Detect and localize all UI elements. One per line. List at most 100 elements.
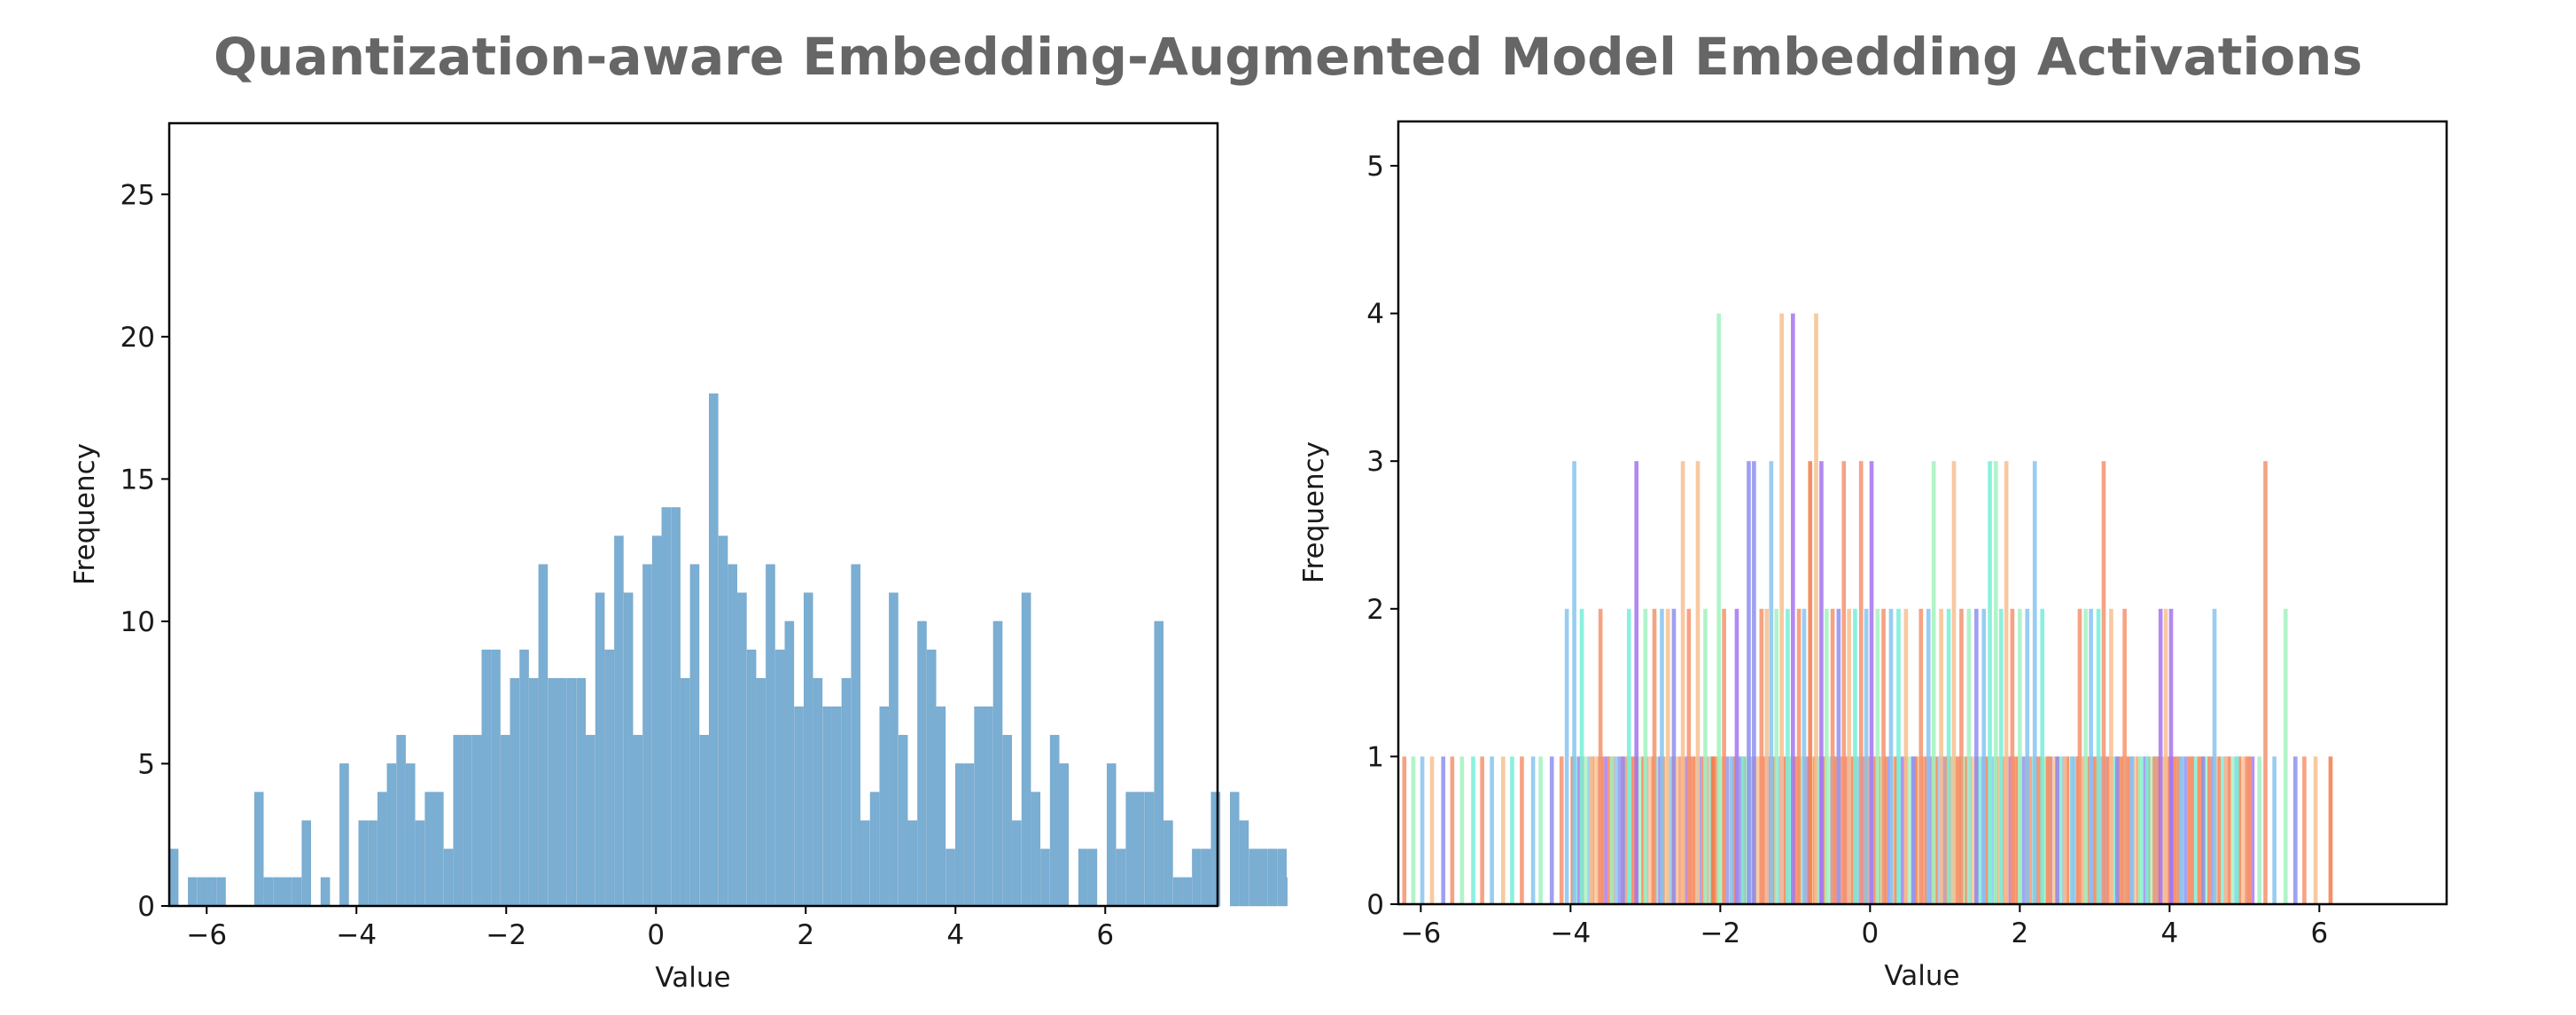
right-histogram-bar bbox=[1903, 608, 1909, 904]
right-histogram-bar bbox=[1660, 608, 1664, 904]
right-histogram-bar bbox=[2126, 756, 2130, 904]
right-histogram-bar bbox=[1799, 756, 1803, 904]
left-histogram-bar bbox=[528, 677, 539, 907]
left-y-tick-label: 10 bbox=[121, 606, 155, 638]
right-histogram-bar bbox=[1729, 756, 1734, 904]
right-histogram-bar bbox=[2025, 608, 2030, 904]
left-plot-frame bbox=[167, 121, 1219, 908]
left-histogram-bar bbox=[614, 535, 624, 907]
right-histogram-bar bbox=[1500, 756, 1506, 904]
right-x-tick-label: 0 bbox=[1861, 917, 1879, 949]
right-histogram-bar bbox=[1841, 461, 1847, 904]
right-histogram-bar bbox=[1856, 756, 1861, 904]
right-histogram-bar bbox=[1954, 756, 1958, 904]
left-histogram-bar bbox=[1277, 848, 1287, 907]
right-histogram-bar bbox=[2152, 756, 2157, 904]
left-histogram-bar bbox=[320, 877, 331, 907]
right-histogram-bar bbox=[1991, 756, 1996, 904]
right-histogram-bar bbox=[1680, 461, 1685, 904]
left-histogram-bar bbox=[1154, 621, 1163, 907]
right-histogram-bar bbox=[2173, 756, 2177, 904]
right-histogram-bar bbox=[2077, 608, 2082, 904]
right-histogram-bar bbox=[1638, 756, 1642, 904]
left-histogram-bar bbox=[188, 877, 198, 907]
left-histogram-bar bbox=[889, 592, 899, 907]
left-histogram-bar bbox=[406, 763, 416, 907]
left-histogram-bar bbox=[964, 763, 975, 907]
left-histogram-bar bbox=[651, 535, 662, 907]
right-histogram-bar bbox=[2055, 756, 2059, 904]
right-histogram-bar bbox=[1716, 313, 1721, 904]
right-histogram-bar bbox=[1944, 756, 1949, 904]
right-histogram-bar bbox=[2066, 756, 2070, 904]
left-histogram-bar bbox=[386, 763, 397, 907]
left-histogram-bar bbox=[1021, 592, 1031, 907]
right-histogram-bar bbox=[2167, 756, 2171, 904]
right-histogram-bar bbox=[1411, 756, 1416, 904]
left-histogram-bar bbox=[586, 735, 595, 907]
right-histogram-bar bbox=[1564, 608, 1569, 904]
right-histogram-bar bbox=[1988, 461, 1992, 904]
right-histogram-bar bbox=[2015, 756, 2020, 904]
right-histogram-bar bbox=[1836, 608, 1841, 904]
right-histogram-bar bbox=[1698, 756, 1702, 904]
right-y-tick-label: 1 bbox=[1366, 741, 1384, 773]
left-histogram-bar bbox=[197, 877, 207, 907]
right-histogram-bar bbox=[1572, 461, 1576, 904]
right-histogram-bar bbox=[1796, 608, 1802, 904]
right-histogram-bar bbox=[1946, 608, 1951, 904]
right-x-tick-label: −2 bbox=[1700, 917, 1740, 949]
right-histogram-bar bbox=[1802, 608, 1807, 904]
right-histogram-bar bbox=[1604, 756, 1608, 904]
left-histogram-bar bbox=[510, 677, 520, 907]
right-histogram-bar bbox=[1939, 608, 1943, 904]
left-histogram-bar bbox=[718, 535, 728, 907]
right-histogram-bar bbox=[2227, 756, 2231, 904]
left-y-ticks: 0 5 10 15 20 25 bbox=[121, 179, 169, 923]
right-histogram-bar bbox=[2193, 756, 2198, 904]
right-histogram-bar bbox=[1924, 756, 1928, 904]
left-histogram-bar bbox=[642, 564, 652, 907]
right-histogram-bar bbox=[2045, 756, 2050, 904]
left-histogram-bar bbox=[1049, 735, 1060, 907]
right-histogram-bar bbox=[1971, 756, 1975, 904]
left-histogram-bar bbox=[803, 592, 813, 907]
left-histogram-bar bbox=[1087, 848, 1098, 907]
right-histogram-bar bbox=[1668, 756, 1672, 904]
left-histogram-bar bbox=[1078, 848, 1088, 907]
left-histogram-bar bbox=[566, 677, 577, 907]
left-histogram-bar bbox=[206, 877, 217, 907]
right-histogram-bar bbox=[2047, 756, 2052, 904]
right-histogram-bar bbox=[1607, 756, 1611, 904]
left-histogram-bar bbox=[1210, 792, 1221, 907]
figure-title: Quantization-aware Embedding-Augmented M… bbox=[214, 27, 2362, 87]
right-histogram-bars bbox=[1402, 313, 2333, 904]
right-histogram-bar bbox=[1609, 756, 1615, 904]
right-histogram-bar bbox=[2251, 756, 2255, 904]
right-histogram-bar bbox=[2328, 756, 2333, 904]
left-histogram-bar bbox=[358, 820, 369, 907]
right-histogram-bar bbox=[1740, 756, 1746, 904]
right-histogram-bar bbox=[1896, 608, 1901, 904]
left-histogram-bar bbox=[1031, 792, 1041, 907]
left-histogram-bar bbox=[519, 649, 529, 907]
right-histogram-bar bbox=[1459, 756, 1465, 904]
left-histogram-bar bbox=[339, 763, 349, 907]
right-histogram-bar bbox=[1747, 461, 1751, 904]
left-histogram-bar bbox=[377, 792, 387, 907]
left-histogram-bar bbox=[254, 792, 264, 907]
right-histogram-bar bbox=[2058, 756, 2063, 904]
right-histogram-bar bbox=[2210, 756, 2214, 904]
right-histogram-bar bbox=[2101, 461, 2106, 904]
right-histogram-bar bbox=[2120, 756, 2123, 904]
left-histogram-bar bbox=[1012, 820, 1022, 907]
right-histogram-bar bbox=[1538, 756, 1543, 904]
right-histogram-bar bbox=[1840, 756, 1844, 904]
right-histogram-bar bbox=[1520, 756, 1524, 904]
right-histogram-bar bbox=[1490, 756, 1494, 904]
right-histogram-bar bbox=[1722, 608, 1726, 904]
right-histogram-bar bbox=[2144, 756, 2150, 904]
right-histogram-bar bbox=[1429, 756, 1435, 904]
left-histogram-bar bbox=[1239, 820, 1249, 907]
left-histogram-bar bbox=[548, 677, 557, 907]
